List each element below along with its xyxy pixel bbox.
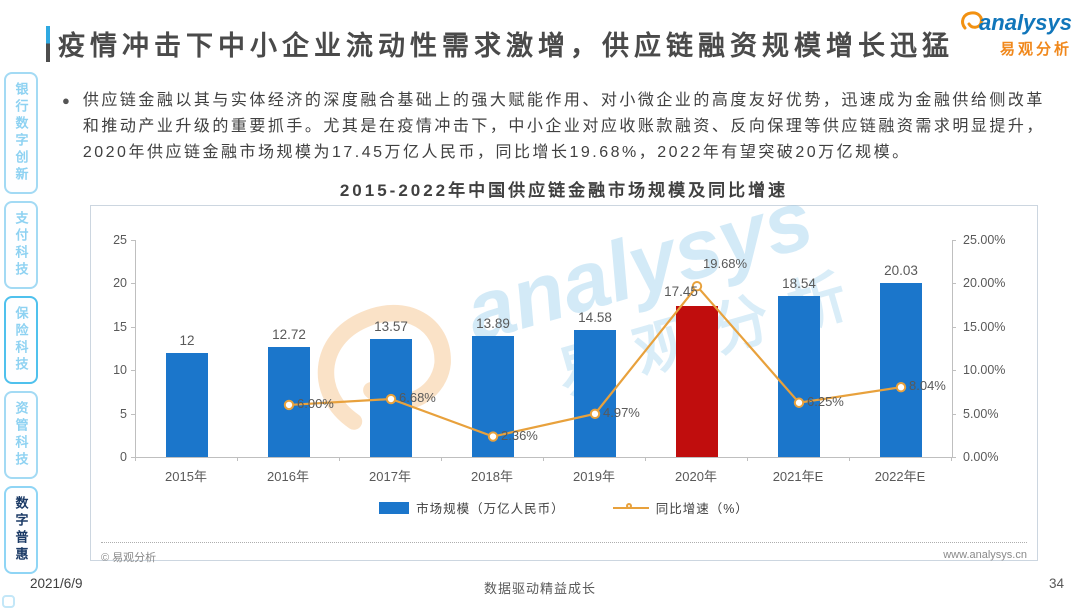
chart-footer: © 易观分析 www.analysys.cn [101, 542, 1027, 565]
bar-value-label: 17.45 [664, 283, 698, 299]
left-axis-tick [131, 283, 135, 285]
right-axis-label: 15.00% [963, 319, 1006, 334]
growth-line [283, 280, 907, 442]
x-tick-label: 2016年 [267, 469, 309, 484]
x-axis-tick [747, 457, 748, 461]
right-axis-label: 25.00% [963, 233, 1006, 247]
x-axis-tick [543, 457, 544, 461]
sidebar-tab-asset-mgmt-tech[interactable]: 资管科技 [4, 391, 38, 479]
footer-slogan: 数据驱动精益成长 [483, 581, 596, 596]
analysys-swirl-icon [957, 10, 987, 41]
x-axis-tick [951, 457, 952, 461]
title-accent-bar [46, 26, 50, 62]
growth-label: 8.04% [909, 378, 946, 394]
page-number: 34 [1048, 576, 1064, 591]
footer-date: 2021/6/9 [30, 576, 83, 591]
summary-block: ● 供应链金融以其与实体经济的深度融合基础上的强大赋能作用、对小微企业的高度友好… [62, 88, 1062, 166]
left-axis-tick [131, 240, 135, 241]
bar-value-label: 18.54 [782, 276, 816, 292]
x-axis-tick [237, 457, 238, 461]
growth-label: 6.00% [297, 395, 334, 411]
legend-line-label: 同比增速（%） [655, 502, 749, 516]
bar-2019年 [574, 330, 616, 457]
right-axis-tick [952, 457, 956, 458]
right-axis-label: 20.00% [963, 276, 1006, 291]
legend-line-swatch [612, 502, 649, 509]
right-axis-tick [952, 240, 956, 241]
left-axis-tick [131, 370, 135, 372]
bullet-icon: ● [62, 93, 70, 108]
right-axis-tick [952, 370, 956, 372]
right-axis-label: 5.00% [963, 406, 999, 421]
right-axis-tick [952, 413, 956, 415]
legend-bar-label: 市场规模（万亿人民币） [416, 502, 565, 516]
x-axis-tick [849, 457, 850, 461]
left-axis-tick [131, 413, 135, 415]
sidebar-tab-insurance-tech[interactable]: 保险科技 [4, 296, 38, 384]
left-axis-label: 15 [113, 319, 127, 334]
chart-legend: 市场规模（万亿人民币） 同比增速（%） [91, 498, 1037, 517]
x-axis-tick [441, 457, 442, 461]
x-tick-label: 2020年 [675, 469, 717, 484]
sidebar-tab-digital-inclusion[interactable]: 数字普惠 [4, 486, 38, 574]
x-axis-tick [645, 457, 646, 461]
x-tick-label: 2022年E [874, 469, 926, 484]
bar-2021年E [778, 296, 820, 457]
logo-brand-cn: 易观分析 [999, 41, 1072, 58]
bar-value-label: 20.03 [884, 263, 918, 279]
left-axis-label: 5 [120, 406, 127, 421]
left-axis-label: 20 [113, 276, 127, 291]
growth-label: 6.68% [399, 390, 436, 406]
summary-paragraph: 供应链金融以其与实体经济的深度融合基础上的强大赋能作用、对小微企业的高度友好优势… [82, 92, 1045, 161]
chart-title: 2015-2022年中国供应链金融市场规模及同比增速 [339, 181, 789, 200]
bar-value-label: 13.89 [476, 316, 510, 332]
left-axis-tick [131, 457, 135, 458]
x-tick-label: 2018年 [471, 469, 513, 484]
x-tick-label: 2021年E [772, 469, 824, 484]
chart-container: analysys 易观分析 1212.7213.5713.8914.5817.4… [90, 171, 1038, 564]
legend-item-market-size: 市场规模（万亿人民币） [379, 498, 565, 517]
sidebar: 银行数字创新支付科技保险科技资管科技数字普惠 [4, 72, 42, 581]
right-axis-label: 10.00% [963, 363, 1006, 378]
left-axis-label: 25 [113, 233, 127, 247]
growth-label: 2.36% [501, 427, 538, 443]
left-axis-label: 10 [113, 363, 127, 378]
bar-value-label: 14.58 [578, 310, 612, 326]
bar-value-label: 12.72 [272, 326, 306, 342]
logo-brand-text: analysys [979, 10, 1072, 35]
bar-value-label: 12 [179, 332, 195, 348]
legend-bar-swatch [379, 501, 410, 514]
x-tick-label: 2015年 [165, 469, 207, 484]
growth-label: 4.97% [603, 404, 640, 420]
bar-2015年 [166, 352, 208, 457]
right-axis-label: 0.00% [963, 450, 999, 464]
x-tick-label: 2017年 [369, 469, 411, 484]
growth-label: 6.25% [807, 393, 844, 409]
bar-value-label: 13.57 [374, 319, 408, 335]
growth-label: 19.68% [703, 256, 748, 272]
chart-plot: analysys 易观分析 1212.7213.5713.8914.5817.4… [135, 171, 953, 458]
chart-site-link[interactable]: www.analysys.cn [943, 549, 1027, 561]
x-axis-tick [339, 457, 340, 461]
right-axis-tick [952, 283, 956, 285]
x-tick-label: 2019年 [573, 469, 615, 484]
chart-source: © 易观分析 [101, 552, 157, 564]
left-axis-label: 0 [120, 450, 127, 464]
page-title: 疫情冲击下中小企业流动性需求激增，供应链融资规模增长迅猛 [58, 31, 954, 61]
analysys-logo: analysys 易观分析 [957, 10, 1072, 59]
left-axis-tick [131, 326, 135, 328]
sidebar-tab-banking-digital-innovation[interactable]: 银行数字创新 [4, 72, 38, 194]
right-axis-tick [952, 326, 956, 328]
legend-item-growth: 同比增速（%） [612, 498, 749, 517]
bar-2020年 [676, 305, 718, 457]
corner-decoration [2, 595, 15, 608]
bar-2022年E [880, 283, 922, 457]
x-axis-tick [135, 457, 136, 461]
sidebar-tab-payment-tech[interactable]: 支付科技 [4, 201, 38, 289]
